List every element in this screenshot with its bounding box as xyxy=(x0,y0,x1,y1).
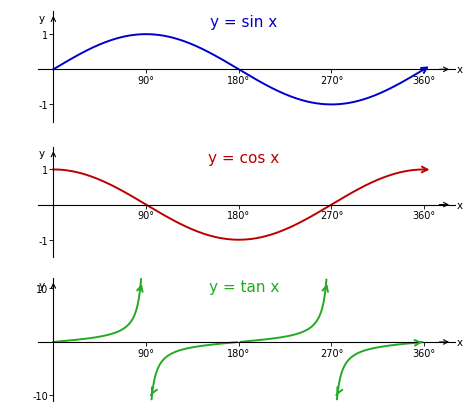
Text: y: y xyxy=(39,280,45,290)
Text: y: y xyxy=(39,149,45,159)
Text: x: x xyxy=(457,337,463,347)
Text: x: x xyxy=(457,65,463,75)
Text: x: x xyxy=(457,200,463,210)
Text: y = tan x: y = tan x xyxy=(209,279,279,294)
Text: y = sin x: y = sin x xyxy=(210,15,278,30)
Text: y = cos x: y = cos x xyxy=(208,150,280,165)
Text: y: y xyxy=(39,14,45,24)
